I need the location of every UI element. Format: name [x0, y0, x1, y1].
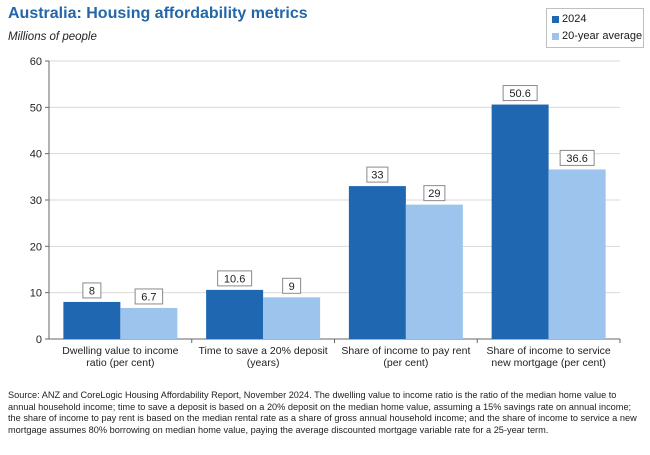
x-tick-label: new mortgage (per cent): [491, 357, 605, 369]
y-tick-label: 40: [30, 149, 42, 161]
data-label: 6.7: [141, 291, 156, 303]
data-label: 36.6: [566, 153, 587, 165]
y-tick-label: 30: [30, 195, 42, 207]
chart-subtitle: Millions of people: [8, 31, 97, 43]
bar: [63, 301, 121, 339]
chart-title: Australia: Housing affordability metrics: [8, 5, 308, 22]
data-label-box: [423, 185, 446, 202]
y-tick-label: 0: [36, 334, 42, 346]
bar: [348, 186, 406, 339]
y-tick-label: 60: [30, 56, 42, 68]
source-note: Source: ANZ and CoreLogic Housing Afford…: [8, 390, 637, 435]
legend-item-20-year-average: 20-year average: [552, 30, 642, 42]
data-label-box: [366, 166, 389, 183]
x-tick-label: (per cent): [383, 357, 428, 369]
y-tick-label: 50: [30, 102, 42, 114]
data-label: 10.6: [224, 273, 245, 285]
y-tick-label: 10: [30, 288, 42, 300]
legend-swatch-20-year-average: [552, 32, 559, 40]
y-tick-label: 20: [30, 241, 42, 253]
x-tick-label: Time to save a 20% deposit: [199, 345, 328, 357]
chart-legend: 2024 20-year average: [546, 8, 644, 48]
x-tick-label: Share of income to service: [486, 345, 610, 357]
data-label: 50.6: [509, 88, 530, 100]
legend-label-2024: 2024: [562, 13, 587, 25]
x-tick-label: Share of income to pay rent: [341, 345, 470, 357]
x-tick-label: (years): [247, 357, 280, 369]
data-label-box: [82, 282, 102, 299]
bar: [548, 169, 606, 339]
x-tick-label: ratio (per cent): [86, 357, 154, 369]
bar: [206, 289, 264, 339]
bar: [491, 104, 549, 339]
legend-swatch-2024: [552, 15, 559, 23]
data-label-box: [217, 270, 253, 287]
data-label-box: [134, 288, 164, 305]
data-label: 29: [428, 188, 440, 200]
bar: [263, 297, 321, 339]
legend-label-20-year-average: 20-year average: [562, 30, 643, 42]
bar-chart: 0 10 20 30 40 50 60 Dwelling value to incomerat…: [30, 56, 621, 369]
data-label-box: [559, 149, 595, 166]
legend-item-2024: 2024: [552, 13, 586, 25]
bar: [405, 204, 463, 339]
data-label-box: [282, 277, 302, 294]
data-label-box: [502, 85, 538, 102]
x-tick-label: Dwelling value to income: [62, 345, 178, 357]
data-label: 33: [371, 170, 383, 182]
data-label: 8: [89, 285, 95, 297]
data-label: 9: [289, 281, 295, 293]
bar: [120, 307, 178, 339]
